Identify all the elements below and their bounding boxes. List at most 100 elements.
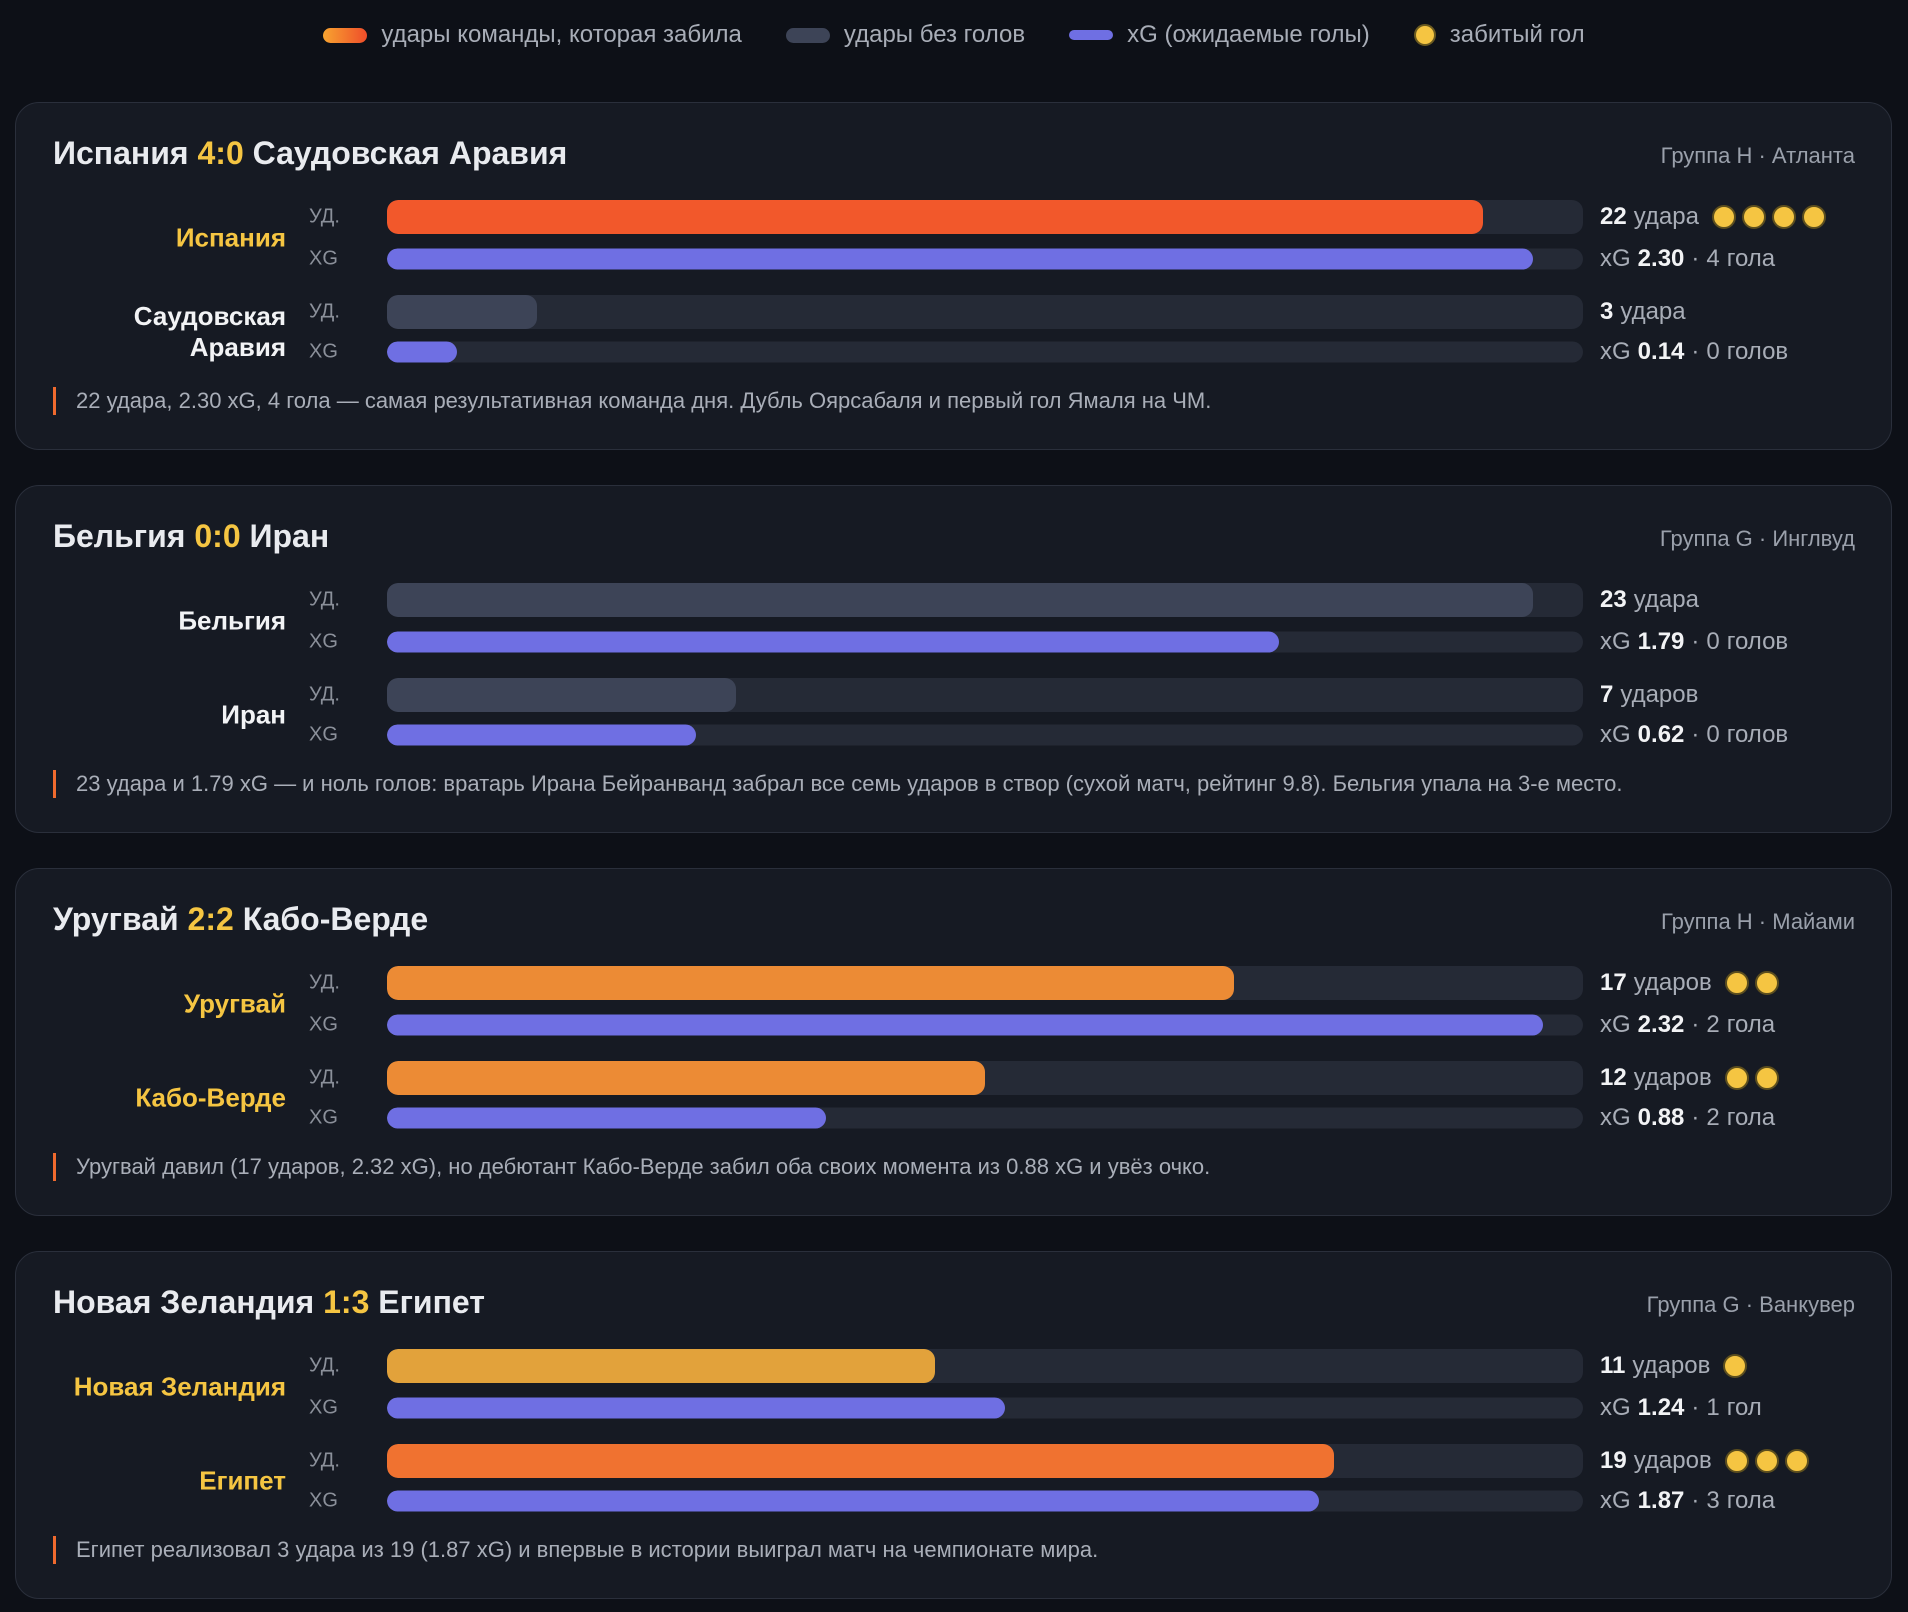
- legend-item: xG (ожидаемые голы): [1069, 21, 1370, 49]
- legend: удары команды, которая забила удары без г…: [0, 18, 1908, 52]
- row-label: УД.: [309, 1354, 340, 1377]
- bar-track: [387, 1444, 1583, 1478]
- goal-dot: [1724, 1449, 1749, 1473]
- away-team: Саудовская Аравия: [252, 135, 568, 171]
- goal-dot: [1754, 1449, 1779, 1473]
- shots-stat: 3 удара: [1600, 298, 1686, 326]
- shots-word: ударов: [1633, 1447, 1712, 1474]
- legend-label: xG (ожидаемые голы): [1127, 21, 1370, 48]
- shots-bar: [387, 966, 1235, 1000]
- xg-prefix: xG: [1600, 1487, 1631, 1514]
- shots-stat: 12 ударов: [1600, 1064, 1779, 1092]
- legend-swatch: [323, 27, 368, 43]
- xg-stat: xG 1.79 · 0 голов: [1600, 628, 1788, 656]
- shots-value: 7: [1600, 681, 1614, 708]
- goal-dot: [1784, 1449, 1809, 1473]
- shots-value: 19: [1600, 1447, 1627, 1474]
- xg-stat: xG 1.24 · 1 гол: [1600, 1394, 1762, 1422]
- shots-stat: 23 удара: [1600, 586, 1699, 614]
- goals-word: гола: [1726, 1011, 1776, 1038]
- xg-bar: [387, 1490, 1319, 1512]
- bar-track: [387, 966, 1583, 1000]
- match-meta: Группа H · Майами: [1660, 909, 1855, 934]
- goal-dot: [1754, 1066, 1779, 1090]
- shots-bar: [387, 200, 1484, 234]
- shots-stat: 22 удара: [1600, 203, 1826, 231]
- shots-value: 3: [1600, 298, 1614, 325]
- shots-word: удара: [1633, 203, 1699, 230]
- goals-value: 4: [1706, 245, 1720, 272]
- legend-swatch: [1069, 30, 1114, 40]
- row-label: XG: [309, 1013, 338, 1036]
- xg-prefix: xG: [1600, 628, 1631, 655]
- xg-prefix: xG: [1600, 245, 1631, 272]
- goal-dots: [1724, 1066, 1779, 1090]
- xg-stat: xG 0.88 · 2 гола: [1600, 1104, 1775, 1132]
- shots-word: ударов: [1632, 1352, 1711, 1379]
- row-label: УД.: [309, 1449, 340, 1472]
- team-name: Египет: [199, 1465, 286, 1496]
- goal-dot: [1724, 1066, 1749, 1090]
- bar-track: [387, 341, 1583, 363]
- team-name: Уругвай: [183, 988, 286, 1019]
- xg-stat: xG 0.14 · 0 голов: [1600, 338, 1788, 366]
- separator: ·: [1691, 338, 1700, 365]
- goals-word: голов: [1726, 338, 1789, 365]
- goal-dot: [1754, 971, 1779, 995]
- bar-track: [387, 1061, 1583, 1095]
- team-name: Кабо-Верде: [135, 1082, 286, 1113]
- goal-dot: [1771, 205, 1796, 229]
- row-label: XG: [309, 340, 338, 363]
- xg-value: 2.30: [1637, 245, 1685, 272]
- row-label: УД.: [309, 205, 340, 228]
- goals-word: гола: [1726, 1487, 1776, 1514]
- row-label: XG: [309, 1106, 338, 1129]
- bar-track: [387, 200, 1583, 234]
- shots-value: 17: [1600, 969, 1627, 996]
- xg-value: 0.88: [1637, 1104, 1685, 1131]
- match-note: 22 удара, 2.30 xG, 4 гола — самая резуль…: [53, 387, 1211, 415]
- xg-bar: [387, 1014, 1544, 1036]
- goals-value: 2: [1706, 1011, 1720, 1038]
- row-label: XG: [309, 723, 338, 746]
- shots-stat: 7 ударов: [1600, 681, 1698, 709]
- shots-word: ударов: [1633, 1064, 1712, 1091]
- shots-value: 22: [1600, 203, 1627, 230]
- row-label: УД.: [309, 1066, 340, 1089]
- goal-dots: [1723, 1354, 1748, 1378]
- match-card: Уругвай 2:2 Кабо-Верде Группа H · Майами У…: [15, 868, 1892, 1216]
- xg-stat: xG 2.30 · 4 гола: [1600, 245, 1775, 273]
- match-meta: Группа H · Атланта: [1660, 143, 1855, 168]
- row-label: УД.: [309, 588, 340, 611]
- goal-dot: [1724, 971, 1749, 995]
- bar-track: [387, 1014, 1583, 1036]
- goal-dot: [1801, 205, 1826, 229]
- legend-item: забитый гол: [1413, 21, 1585, 49]
- bar-track: [387, 1349, 1583, 1383]
- match-title: Уругвай 2:2 Кабо-Верде: [53, 901, 428, 938]
- xg-prefix: xG: [1600, 721, 1631, 748]
- row-label: XG: [309, 630, 338, 653]
- score: 1:3: [323, 1284, 370, 1320]
- separator: ·: [1691, 628, 1700, 655]
- shots-value: 11: [1600, 1352, 1626, 1379]
- score: 4:0: [197, 135, 244, 171]
- separator: ·: [1691, 1104, 1700, 1131]
- goals-value: 0: [1706, 628, 1720, 655]
- goals-word: гол: [1726, 1394, 1762, 1421]
- xg-prefix: xG: [1600, 1011, 1631, 1038]
- xg-value: 2.32: [1637, 1011, 1685, 1038]
- match-note: Египет реализовал 3 удара из 19 (1.87 xG…: [53, 1536, 1098, 1564]
- separator: ·: [1691, 1487, 1700, 1514]
- xg-bar: [387, 631, 1280, 653]
- match-note: 23 удара и 1.79 xG — и ноль голов: врата…: [53, 770, 1622, 798]
- bar-track: [387, 631, 1583, 653]
- goal-dots: [1724, 971, 1779, 995]
- home-team: Испания: [53, 135, 189, 171]
- xg-value: 1.87: [1637, 1487, 1685, 1514]
- away-team: Кабо-Верде: [242, 901, 429, 937]
- goals-value: 0: [1706, 721, 1720, 748]
- shots-stat: 17 ударов: [1600, 969, 1779, 997]
- match-card: Испания 4:0 Саудовская Аравия Группа H · …: [15, 102, 1892, 450]
